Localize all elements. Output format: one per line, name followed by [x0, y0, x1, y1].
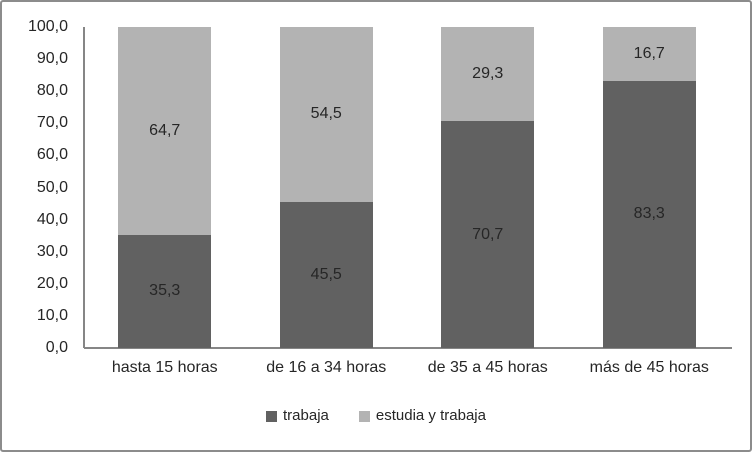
y-axis-tick-label: 100,0 — [27, 18, 68, 35]
legend-item-trabaja: trabaja — [266, 408, 329, 424]
x-axis-category-label: hasta 15 horas — [111, 359, 218, 376]
bar-segment-estudia-y-trabaja-1 — [279, 27, 373, 202]
bar-segment-estudia-y-trabaja-2 — [441, 27, 535, 122]
bar-segment-trabaja-0 — [118, 234, 212, 348]
legend-label: estudia y trabaja — [375, 407, 486, 424]
y-axis-tick-label: 90,0 — [36, 50, 68, 68]
bar-segment-estudia-y-trabaja-0 — [118, 27, 212, 235]
legend-swatch-icon — [266, 410, 278, 422]
y-axis-tick-label: 60,0 — [36, 146, 68, 164]
x-axis-category-label: más de 45 horas — [589, 359, 709, 376]
x-axis-category-label: de 35 a 45 horas — [427, 359, 548, 376]
y-axis-tick-label: 50,0 — [36, 178, 68, 196]
legend: trabaja estudia y trabaja — [2, 408, 750, 424]
data-label: 83,3 — [633, 205, 665, 223]
y-axis-tick-label: 10,0 — [36, 306, 68, 324]
data-label: 45,5 — [310, 265, 342, 283]
legend-swatch-icon — [358, 410, 370, 422]
bar-segment-trabaja-2 — [441, 121, 535, 348]
data-label: 29,3 — [472, 65, 504, 83]
y-axis-tick-label: 30,0 — [36, 242, 68, 260]
legend-item-estudia-y-trabaja: estudia y trabaja — [358, 407, 486, 424]
y-axis-tick-label: 0,0 — [45, 339, 68, 356]
y-axis-tick-label: 20,0 — [36, 274, 68, 292]
legend-label: trabaja — [283, 407, 329, 424]
y-axis-line — [83, 27, 85, 348]
y-axis-tick-label: 70,0 — [36, 114, 68, 132]
bar-segment-trabaja-3 — [602, 80, 696, 348]
data-label: 54,5 — [310, 105, 342, 123]
y-axis-tick-label: 80,0 — [36, 82, 68, 100]
bar-segment-trabaja-1 — [279, 201, 373, 348]
bar-segment-estudia-y-trabaja-3 — [602, 27, 696, 81]
x-axis-line — [84, 347, 732, 349]
x-axis-category-label: de 16 a 34 horas — [266, 359, 387, 376]
data-label: 35,3 — [149, 282, 181, 300]
data-label: 70,7 — [472, 225, 504, 243]
data-label: 64,7 — [149, 121, 181, 139]
data-label: 16,7 — [633, 44, 665, 62]
y-axis-tick-label: 40,0 — [36, 210, 68, 228]
